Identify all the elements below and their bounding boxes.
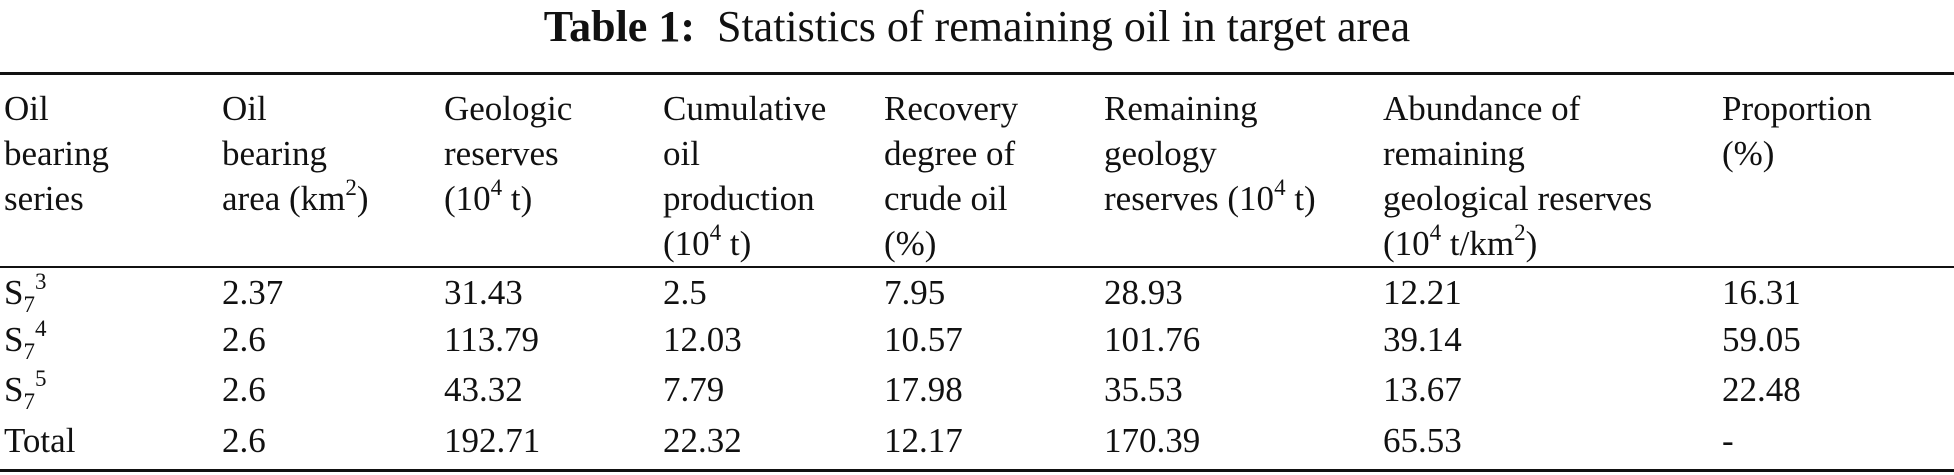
area-cell: 2.6 <box>222 320 266 359</box>
area-cell: 2.6 <box>222 370 266 409</box>
table-row-total: Total 2.6 192.71 22.32 12.17 170.39 65.5… <box>0 418 1954 463</box>
table-caption: Table 1: Statistics of remaining oil in … <box>0 2 1954 52</box>
header-cumulative-oil-production: Cumulative oil production (104 t) <box>663 89 827 263</box>
recovery-degree-cell: 12.17 <box>884 421 963 460</box>
proportion-cell: - <box>1722 421 1734 460</box>
table-row: S74 2.6 113.79 12.03 10.57 101.76 39.14 … <box>0 316 1954 364</box>
table-top-rule <box>0 72 1954 75</box>
header-proportion: Proportion (%) <box>1722 89 1872 173</box>
table-row: S75 2.6 43.32 7.79 17.98 35.53 13.67 22.… <box>0 366 1954 414</box>
cumulative-production-cell: 12.03 <box>663 320 742 359</box>
series-cell: S73 <box>4 269 47 317</box>
proportion-cell: 16.31 <box>1722 273 1801 312</box>
recovery-degree-cell: 7.95 <box>884 273 946 312</box>
geologic-reserves-cell: 43.32 <box>444 370 523 409</box>
header-abundance-remaining-reserves: Abundance of remaining geological reserv… <box>1383 89 1653 263</box>
caption-title: Statistics of remaining oil in target ar… <box>716 2 1411 51</box>
abundance-cell: 13.67 <box>1383 370 1462 409</box>
header-oil-bearing-area: Oil bearing area (km2) <box>222 89 369 218</box>
cumulative-production-cell: 2.5 <box>663 273 707 312</box>
header-remaining-geology-reserves: Remaining geology reserves (104 t) <box>1104 89 1316 218</box>
recovery-degree-cell: 17.98 <box>884 370 963 409</box>
remaining-reserves-cell: 35.53 <box>1104 370 1183 409</box>
remaining-reserves-cell: 170.39 <box>1104 421 1201 460</box>
table-header-rule <box>0 266 1954 268</box>
geologic-reserves-cell: 113.79 <box>444 320 539 359</box>
header-recovery-degree: Recovery degree of crude oil (%) <box>884 89 1019 263</box>
proportion-cell: 59.05 <box>1722 320 1801 359</box>
series-cell: Total <box>4 421 76 460</box>
series-cell: S74 <box>4 316 47 364</box>
remaining-reserves-cell: 101.76 <box>1104 320 1201 359</box>
series-cell: S75 <box>4 366 47 414</box>
remaining-reserves-cell: 28.93 <box>1104 273 1183 312</box>
geologic-reserves-cell: 31.43 <box>444 273 523 312</box>
header-oil-bearing-series: Oil bearing series <box>4 89 109 218</box>
cumulative-production-cell: 22.32 <box>663 421 742 460</box>
abundance-cell: 12.21 <box>1383 273 1462 312</box>
geologic-reserves-cell: 192.71 <box>444 421 541 460</box>
recovery-degree-cell: 10.57 <box>884 320 963 359</box>
area-cell: 2.6 <box>222 421 266 460</box>
header-geologic-reserves: Geologic reserves (104 t) <box>444 89 573 218</box>
caption-label: Table 1: <box>543 2 695 51</box>
table-row: S73 2.37 31.43 2.5 7.95 28.93 12.21 16.3… <box>0 269 1954 317</box>
table-bottom-rule <box>0 469 1954 472</box>
area-cell: 2.37 <box>222 273 284 312</box>
cumulative-production-cell: 7.79 <box>663 370 725 409</box>
abundance-cell: 65.53 <box>1383 421 1462 460</box>
abundance-cell: 39.14 <box>1383 320 1462 359</box>
proportion-cell: 22.48 <box>1722 370 1801 409</box>
